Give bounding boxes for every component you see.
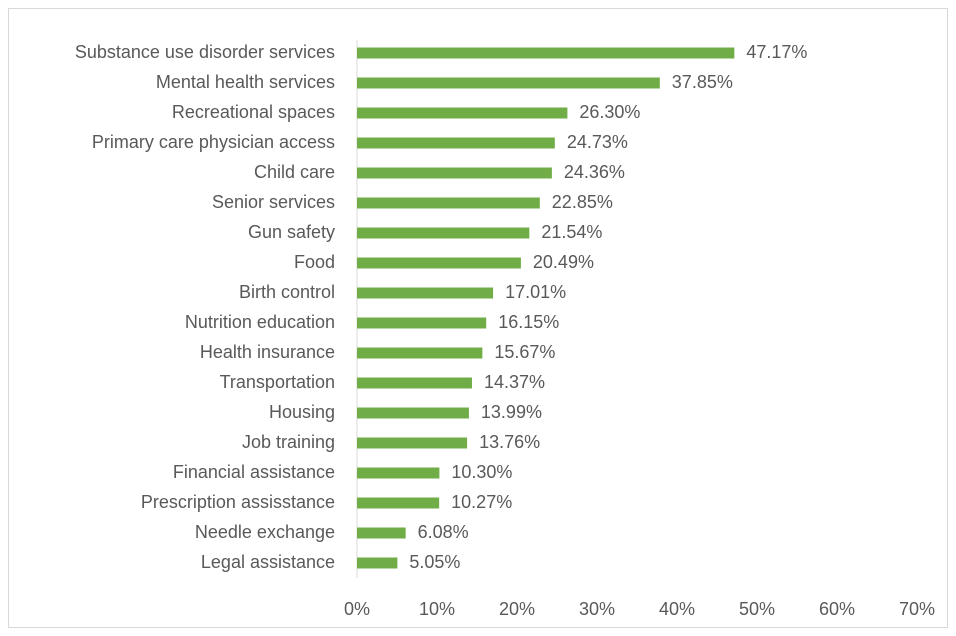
value-label: 5.05%: [409, 552, 460, 572]
bar: [357, 497, 440, 509]
bar: [357, 557, 398, 569]
bar: [357, 137, 555, 149]
value-label: 21.54%: [541, 222, 602, 242]
y-tick-label: Nutrition education: [185, 312, 335, 332]
y-tick-label: Job training: [242, 432, 335, 452]
value-label: 10.27%: [451, 492, 512, 512]
y-tick-label: Prescription assisstance: [141, 492, 335, 512]
x-tick-label: 0%: [344, 599, 370, 619]
y-tick-label: Child care: [254, 162, 335, 182]
value-label: 20.49%: [533, 252, 594, 272]
x-tick-label: 30%: [579, 599, 615, 619]
bar: [357, 527, 406, 539]
bar: [357, 227, 530, 239]
value-label: 16.15%: [498, 312, 559, 332]
bar: [357, 167, 552, 179]
value-label: 15.67%: [494, 342, 555, 362]
bar: [357, 107, 568, 119]
bar: [357, 77, 660, 89]
y-tick-label: Financial assistance: [173, 462, 335, 482]
y-tick-label: Primary care physician access: [92, 132, 335, 152]
bar: [357, 197, 540, 209]
y-tick-label: Needle exchange: [195, 522, 335, 542]
y-tick-label: Transportation: [220, 372, 335, 392]
bar: [357, 437, 468, 449]
x-tick-label: 60%: [819, 599, 855, 619]
bar: [357, 467, 440, 479]
x-tick-label: 70%: [899, 599, 935, 619]
bar: [357, 257, 521, 269]
x-tick-label: 20%: [499, 599, 535, 619]
value-label: 14.37%: [484, 372, 545, 392]
value-label: 22.85%: [552, 192, 613, 212]
y-tick-label: Gun safety: [248, 222, 335, 242]
bar: [357, 47, 735, 59]
value-label: 24.36%: [564, 162, 625, 182]
y-tick-label: Substance use disorder services: [75, 42, 335, 62]
value-label: 6.08%: [418, 522, 469, 542]
y-tick-label: Food: [294, 252, 335, 272]
value-label: 24.73%: [567, 132, 628, 152]
value-label: 17.01%: [505, 282, 566, 302]
x-tick-label: 40%: [659, 599, 695, 619]
x-tick-label: 50%: [739, 599, 775, 619]
value-label: 13.76%: [479, 432, 540, 452]
value-label: 47.17%: [746, 42, 807, 62]
value-label: 26.30%: [579, 102, 640, 122]
y-tick-label: Birth control: [239, 282, 335, 302]
value-label: 10.30%: [451, 462, 512, 482]
y-tick-label: Senior services: [212, 192, 335, 212]
y-tick-label: Housing: [269, 402, 335, 422]
bar: [357, 407, 469, 419]
value-label: 37.85%: [672, 72, 733, 92]
bar: [357, 347, 483, 359]
y-tick-label: Recreational spaces: [172, 102, 335, 122]
y-tick-label: Legal assistance: [201, 552, 335, 572]
value-label: 13.99%: [481, 402, 542, 422]
x-tick-label: 10%: [419, 599, 455, 619]
bar: [357, 377, 472, 389]
bar: [357, 287, 494, 299]
y-tick-label: Health insurance: [200, 342, 335, 362]
y-tick-label: Mental health services: [156, 72, 335, 92]
bar: [357, 317, 487, 329]
